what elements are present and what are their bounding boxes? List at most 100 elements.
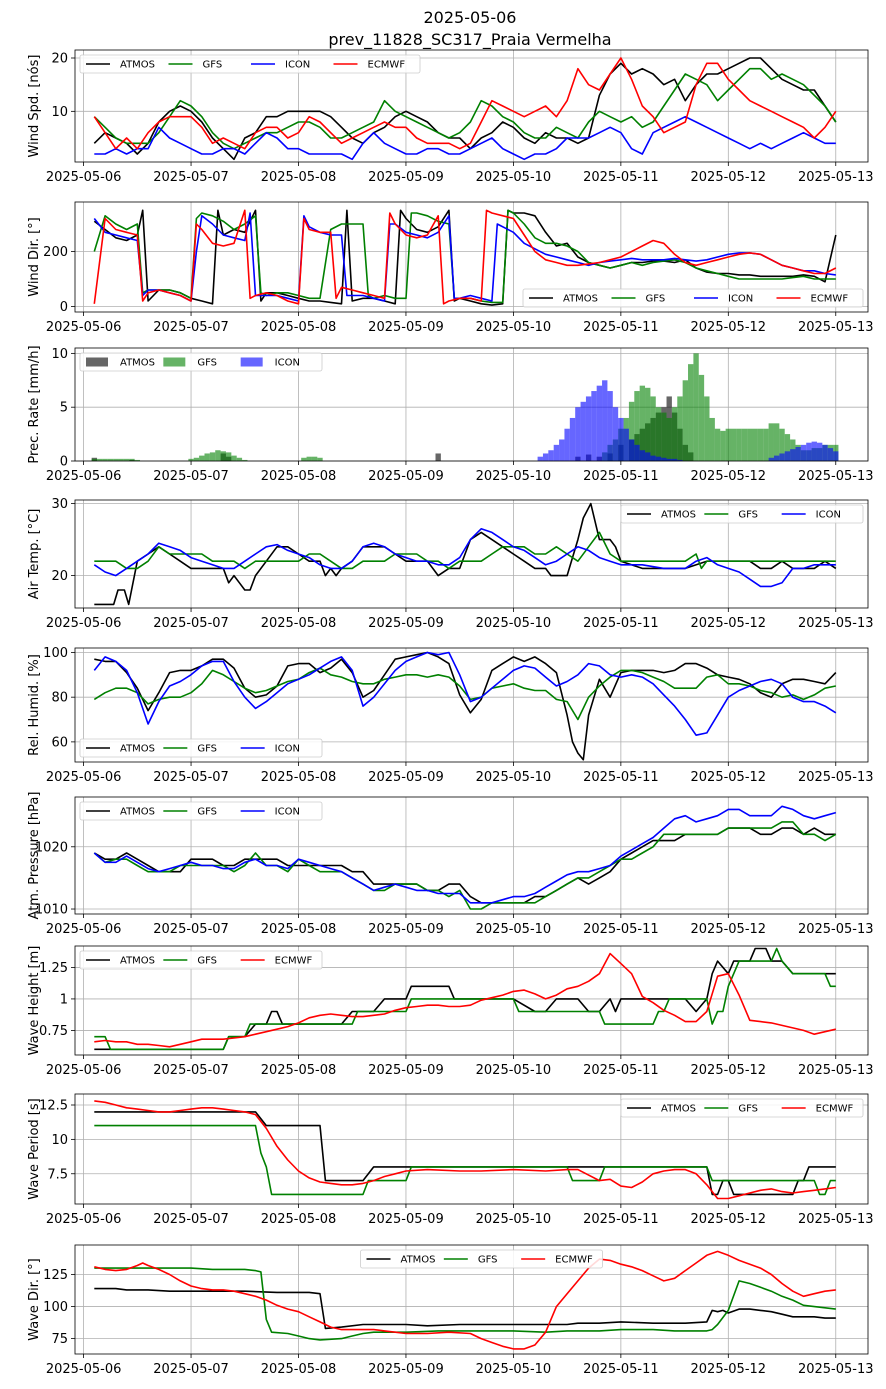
y-axis-label: Wind Dir. [°] [27,217,42,297]
x-tick-label: 2025-05-11 [583,770,659,785]
x-tick-label: 2025-05-12 [691,320,767,335]
x-tick-label: 2025-05-09 [368,616,444,631]
bar-icon [564,428,570,461]
figure-title-station: prev_11828_SC317_Praia Vermelha [328,30,611,50]
y-tick-label: 30 [51,497,68,512]
plot-area [94,1250,836,1350]
y-axis-label: Air Temp. [°C] [27,509,42,600]
bar-gfs [671,407,678,461]
legend-box [79,738,323,758]
x-tick-label: 2025-05-10 [476,469,552,484]
bar-gfs [199,455,205,461]
plot-area [93,805,837,910]
legend-label: ICON [285,60,310,71]
bar-icon [768,457,774,461]
bar-icon [677,459,683,461]
plot-area [94,947,836,1051]
bar-gfs [693,353,699,461]
line-series-icon [93,805,837,904]
bar-gfs [714,428,721,461]
line-series-gfs [93,209,836,304]
y-tick-label: 20 [51,569,68,584]
bar-gfs [107,458,114,461]
x-tick-label: 2025-05-10 [476,616,552,631]
y-tick-label: 0 [60,455,68,470]
legend-label: ATMOS [120,807,155,818]
line-series-icon [93,651,837,736]
bar-gfs [102,458,108,461]
bar-icon [795,447,801,461]
x-tick-label: 2025-05-07 [153,320,229,335]
x-tick-label: 2025-05-07 [153,616,229,631]
legend: ATMOS GFS ICON [79,801,323,821]
legend-label: ICON [275,358,300,369]
x-tick-label: 2025-05-07 [153,1063,229,1078]
x-tick-label: 2025-05-08 [261,770,337,785]
x-tick-label: 2025-05-10 [476,770,552,785]
bar-gfs [720,430,726,461]
x-tick-label: 2025-05-09 [368,770,444,785]
x-tick-label: 2025-05-08 [261,922,337,937]
y-tick-label: 1010 [35,903,68,918]
y-tick-label: 10 [51,105,68,120]
x-tick-label: 2025-05-13 [798,320,874,335]
legend-swatch-gfs [163,357,186,367]
axes-frame [74,499,869,609]
bar-gfs [645,387,651,461]
line-series-ecmwf [93,57,837,150]
x-tick-label: 2025-05-08 [261,469,337,484]
legend-label: ATMOS [401,1255,436,1266]
y-tick-label: 12.5 [39,1099,68,1114]
x-tick-label: 2025-05-11 [583,922,659,937]
bar-gfs [682,380,689,461]
legend-label: GFS [203,60,223,71]
y-tick-label: 10 [51,347,68,362]
bar-gfs [113,458,119,461]
bar-icon [548,450,554,461]
line-series-gfs [94,531,836,570]
bar-gfs [763,428,769,461]
bar-gfs [317,457,323,461]
y-axis-label: Atm. Pressure [hPa] [27,792,42,920]
panel-9: 2025-05-06 2025-05-07 2025-05-08 2025-05-09… [27,1244,874,1377]
bar-gfs [639,385,646,461]
x-tick-label: 2025-05-07 [153,469,229,484]
line-series-gfs [94,1124,836,1196]
legend-label: GFS [197,807,217,818]
line-series-atmos [94,651,837,761]
y-axis-label: Wave Dir. [°] [27,1258,42,1341]
x-tick-label: 2025-05-06 [46,616,122,631]
panel-7: 2025-05-06 2025-05-07 2025-05-08 2025-05-09… [27,945,874,1078]
legend-box [79,950,323,970]
bar-icon [618,417,624,461]
line-series-gfs [94,947,836,1051]
bar-gfs [97,458,103,461]
x-tick-label: 2025-05-13 [798,770,874,785]
x-tick-label: 2025-05-07 [153,922,229,937]
x-tick-label: 2025-05-07 [153,170,229,185]
bar-gfs [311,456,318,461]
line-series-ecmwf [94,1100,836,1200]
bar-icon [816,442,823,461]
plot-area [93,651,837,761]
x-tick-label: 2025-05-06 [46,469,122,484]
x-tick-label: 2025-05-07 [153,770,229,785]
bar-gfs [661,412,667,461]
bar-icon [634,444,640,461]
legend-label: ECMWF [811,294,849,305]
legend: ATMOS GFS ICON ECMWF [79,54,421,74]
plot-area [91,353,839,461]
x-tick-label: 2025-05-12 [691,469,767,484]
y-tick-label: 5 [60,401,68,416]
bar-icon [811,441,817,461]
bar-icon [559,439,565,461]
bar-gfs [188,458,194,461]
line-series-icon [93,212,836,302]
line-series-atmos [94,1111,836,1196]
x-tick-label: 2025-05-06 [46,170,122,185]
y-tick-label: 20 [51,52,68,67]
y-tick-label: 75 [51,1332,68,1347]
legend: ATMOS GFS ICON ECMWF [522,288,864,308]
bar-icon [602,380,608,461]
